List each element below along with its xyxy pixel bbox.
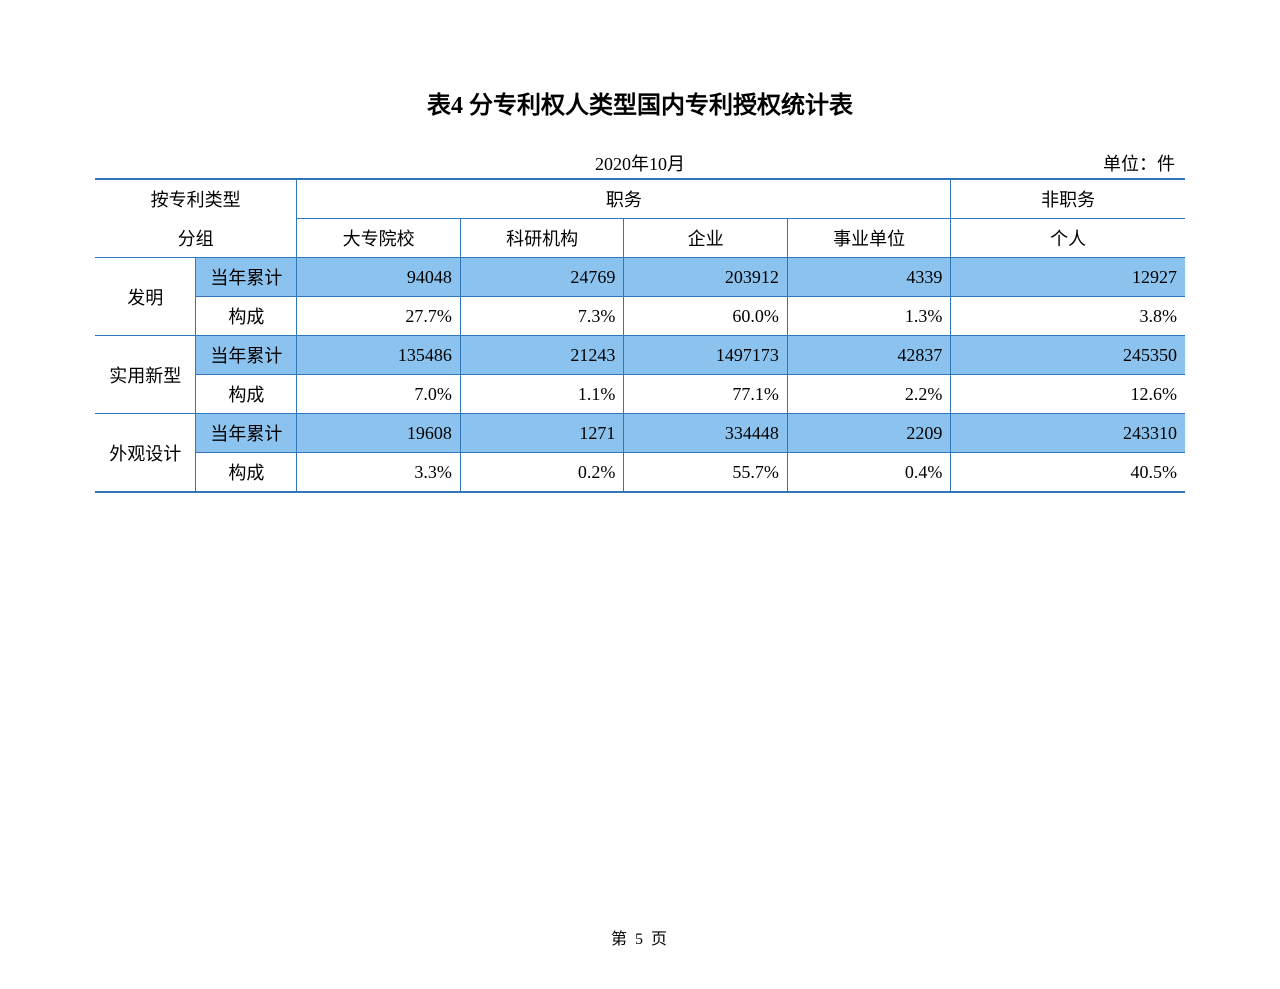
table-cell: 334448 bbox=[624, 414, 788, 453]
row-label-composition: 构成 bbox=[196, 453, 297, 493]
header-col1: 大专院校 bbox=[297, 219, 461, 258]
row-label-cumulative: 当年累计 bbox=[196, 336, 297, 375]
table-cell: 40.5% bbox=[951, 453, 1185, 493]
table-cell: 0.4% bbox=[787, 453, 951, 493]
table-cell: 243310 bbox=[951, 414, 1185, 453]
table-cell: 12927 bbox=[951, 258, 1185, 297]
row-label-cumulative: 当年累计 bbox=[196, 414, 297, 453]
page-title: 表4 分专利权人类型国内专利授权统计表 bbox=[0, 85, 1280, 120]
table-cell: 203912 bbox=[624, 258, 788, 297]
table-cell: 12.6% bbox=[951, 375, 1185, 414]
table-cell: 1497173 bbox=[624, 336, 788, 375]
table-cell: 7.3% bbox=[460, 297, 624, 336]
unit-text: 单位：件 bbox=[1103, 150, 1175, 176]
table-cell: 21243 bbox=[460, 336, 624, 375]
page-number: 第 5 页 bbox=[0, 925, 1280, 949]
table-cell: 1.1% bbox=[460, 375, 624, 414]
group-utility: 实用新型 bbox=[95, 336, 196, 414]
table-cell: 1.3% bbox=[787, 297, 951, 336]
table-cell: 24769 bbox=[460, 258, 624, 297]
header-category2: 非职务 bbox=[951, 179, 1185, 219]
table-cell: 7.0% bbox=[297, 375, 461, 414]
table-cell: 94048 bbox=[297, 258, 461, 297]
row-label-cumulative: 当年累计 bbox=[196, 258, 297, 297]
table-cell: 3.8% bbox=[951, 297, 1185, 336]
header-col4: 事业单位 bbox=[787, 219, 951, 258]
table-cell: 77.1% bbox=[624, 375, 788, 414]
table-cell: 60.0% bbox=[624, 297, 788, 336]
table-cell: 4339 bbox=[787, 258, 951, 297]
table-cell: 245350 bbox=[951, 336, 1185, 375]
group-design: 外观设计 bbox=[95, 414, 196, 493]
table-cell: 19608 bbox=[297, 414, 461, 453]
header-group-type1: 按专利类型 bbox=[95, 179, 297, 219]
date-row: 2020年10月 单位：件 bbox=[95, 150, 1185, 178]
table-cell: 42837 bbox=[787, 336, 951, 375]
row-label-composition: 构成 bbox=[196, 375, 297, 414]
date-text: 2020年10月 bbox=[95, 150, 1185, 176]
group-invention: 发明 bbox=[95, 258, 196, 336]
table-cell: 27.7% bbox=[297, 297, 461, 336]
header-col3: 企业 bbox=[624, 219, 788, 258]
table-cell: 0.2% bbox=[460, 453, 624, 493]
table-cell: 3.3% bbox=[297, 453, 461, 493]
row-label-composition: 构成 bbox=[196, 297, 297, 336]
data-table: 按专利类型 职务 非职务 分组 大专院校 科研机构 企业 事业单位 个人 发明 … bbox=[95, 178, 1185, 493]
header-col5: 个人 bbox=[951, 219, 1185, 258]
table-cell: 2.2% bbox=[787, 375, 951, 414]
table-cell: 2209 bbox=[787, 414, 951, 453]
table-cell: 135486 bbox=[297, 336, 461, 375]
table-cell: 55.7% bbox=[624, 453, 788, 493]
header-col2: 科研机构 bbox=[460, 219, 624, 258]
table-cell: 1271 bbox=[460, 414, 624, 453]
header-group-type2: 分组 bbox=[95, 219, 297, 258]
header-category1: 职务 bbox=[297, 179, 951, 219]
